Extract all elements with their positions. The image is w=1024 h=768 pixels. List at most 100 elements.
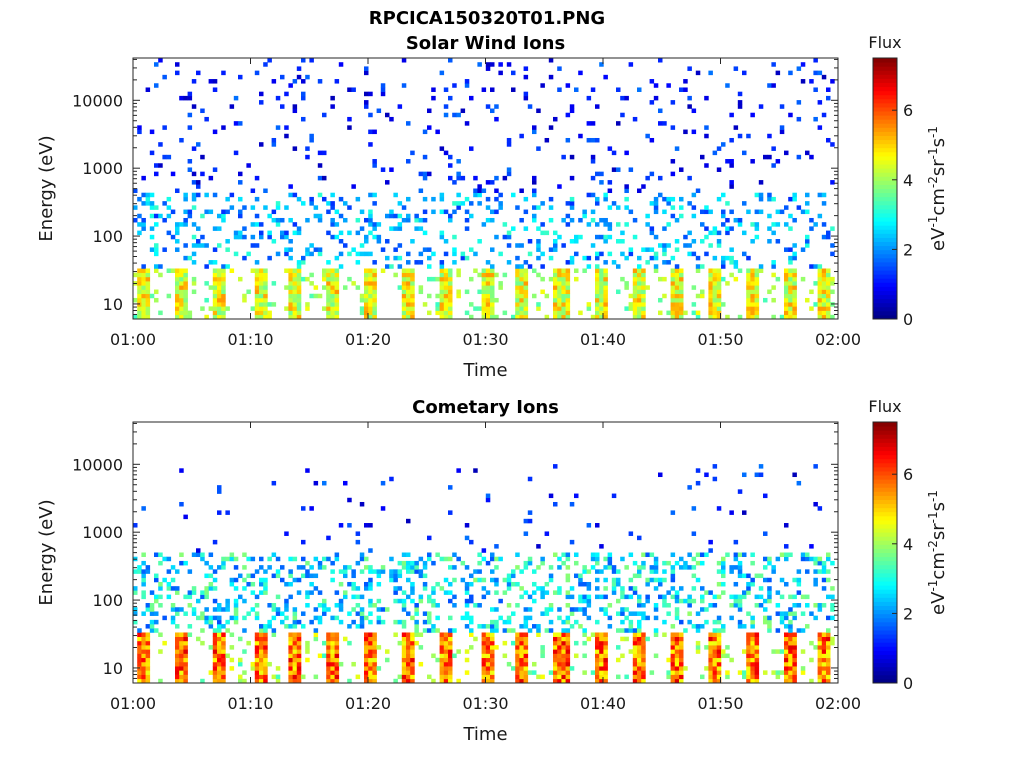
heatmap-cell bbox=[490, 632, 495, 637]
heatmap-cell bbox=[548, 205, 554, 210]
heatmap-cell bbox=[141, 281, 146, 286]
heatmap-cell bbox=[187, 112, 193, 118]
heatmap-cell bbox=[162, 201, 167, 206]
heatmap-cell bbox=[725, 159, 730, 164]
heatmap-cell bbox=[523, 209, 529, 215]
heatmap-cell bbox=[326, 293, 331, 299]
heatmap-cell bbox=[359, 251, 365, 257]
heatmap-cell bbox=[183, 666, 188, 671]
heatmap-cell bbox=[334, 297, 340, 303]
heatmap-cell bbox=[275, 678, 281, 684]
heatmap-cell bbox=[813, 577, 818, 583]
heatmap-cell bbox=[364, 657, 369, 663]
heatmap-cell bbox=[649, 247, 655, 252]
heatmap-cell bbox=[191, 192, 197, 198]
heatmap-cell bbox=[418, 226, 424, 231]
heatmap-cell bbox=[506, 260, 512, 265]
heatmap-cell bbox=[532, 268, 537, 273]
heatmap-cell bbox=[406, 649, 411, 654]
heatmap-cell bbox=[670, 196, 676, 202]
heatmap-cell bbox=[586, 95, 592, 101]
heatmap-cell bbox=[498, 285, 503, 290]
heatmap-cell bbox=[309, 243, 314, 248]
heatmap-cell bbox=[523, 565, 529, 570]
colorbar-segment bbox=[873, 78, 897, 83]
heatmap-cell bbox=[137, 129, 142, 135]
heatmap-cell bbox=[582, 255, 587, 261]
heatmap-cell bbox=[775, 590, 781, 595]
heatmap-cell bbox=[708, 666, 713, 671]
colorbar-segment bbox=[873, 495, 897, 500]
heatmap-cell bbox=[523, 670, 529, 675]
heatmap-cell bbox=[540, 674, 545, 680]
heatmap-cell bbox=[595, 678, 600, 684]
colorbar-segment bbox=[873, 58, 897, 63]
heatmap-cell bbox=[687, 565, 692, 570]
heatmap-cell bbox=[187, 159, 193, 164]
heatmap-cell bbox=[242, 565, 247, 570]
heatmap-cell bbox=[418, 632, 424, 637]
heatmap-cell bbox=[292, 314, 298, 320]
heatmap-cell bbox=[792, 281, 797, 286]
heatmap-cell bbox=[809, 611, 814, 616]
heatmap-cell bbox=[523, 289, 529, 295]
heatmap-cell bbox=[481, 297, 487, 303]
heatmap-cell bbox=[637, 565, 642, 570]
heatmap-cell bbox=[649, 171, 655, 177]
heatmap-cell bbox=[309, 137, 314, 143]
heatmap-cell bbox=[763, 297, 768, 303]
heatmap-cell bbox=[553, 661, 558, 667]
heatmap-cell bbox=[817, 213, 823, 219]
heatmap-cell bbox=[586, 523, 592, 528]
heatmap-cell bbox=[204, 281, 209, 286]
heatmap-cell bbox=[716, 636, 722, 642]
heatmap-cell bbox=[368, 230, 373, 236]
heatmap-cell bbox=[674, 611, 680, 616]
heatmap-cell bbox=[637, 632, 642, 637]
heatmap-cell bbox=[796, 569, 802, 574]
heatmap-cell bbox=[385, 112, 390, 118]
heatmap-cell bbox=[548, 493, 554, 499]
heatmap-cell bbox=[259, 234, 264, 240]
heatmap-cell bbox=[519, 281, 524, 286]
heatmap-cell bbox=[221, 649, 226, 654]
heatmap-cell bbox=[754, 297, 760, 303]
heatmap-cell bbox=[641, 611, 646, 616]
heatmap-cell bbox=[540, 653, 545, 659]
heatmap-cell bbox=[792, 645, 797, 650]
heatmap-cell bbox=[364, 293, 369, 299]
heatmap-cell bbox=[679, 167, 684, 172]
heatmap-cell bbox=[754, 226, 760, 231]
heatmap-cell bbox=[590, 632, 596, 637]
heatmap-cell bbox=[695, 560, 701, 566]
heatmap-cell bbox=[750, 314, 755, 320]
heatmap-cell bbox=[259, 272, 264, 278]
heatmap-cell bbox=[372, 272, 377, 278]
heatmap-cell bbox=[133, 590, 138, 595]
heatmap-cell bbox=[683, 666, 688, 671]
heatmap-cell bbox=[187, 603, 193, 608]
heatmap-cell bbox=[372, 222, 377, 227]
heatmap-cell bbox=[208, 619, 214, 625]
heatmap-cell bbox=[183, 674, 188, 680]
heatmap-cell bbox=[771, 565, 776, 570]
colorbar-segment bbox=[873, 192, 897, 198]
heatmap-cell bbox=[695, 649, 701, 654]
heatmap-cell bbox=[204, 116, 209, 122]
heatmap-cell bbox=[649, 569, 655, 574]
heatmap-cell bbox=[784, 611, 789, 616]
heatmap-cell bbox=[443, 209, 449, 215]
heatmap-cell bbox=[540, 289, 545, 295]
heatmap-cell bbox=[624, 636, 629, 642]
heatmap-cell bbox=[401, 666, 407, 671]
heatmap-cell bbox=[372, 666, 377, 671]
heatmap-cell bbox=[679, 272, 684, 278]
heatmap-cell bbox=[771, 272, 776, 278]
heatmap-cell bbox=[359, 556, 365, 562]
heatmap-cell bbox=[590, 121, 596, 126]
heatmap-cell bbox=[716, 306, 722, 311]
heatmap-cell bbox=[133, 297, 138, 303]
heatmap-cell bbox=[565, 666, 571, 671]
heatmap-cell bbox=[582, 607, 587, 612]
heatmap-cell bbox=[469, 645, 474, 650]
